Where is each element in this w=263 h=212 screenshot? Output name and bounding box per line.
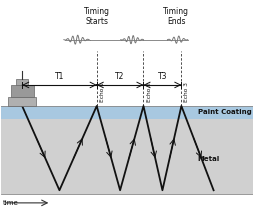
Bar <box>1 119 253 194</box>
Text: Metal: Metal <box>198 156 220 162</box>
Text: Echo 1: Echo 1 <box>100 82 105 102</box>
Text: time: time <box>3 200 19 206</box>
Bar <box>16 79 28 85</box>
Bar <box>1 106 253 119</box>
Text: Paint Coating: Paint Coating <box>198 109 251 115</box>
Text: Timing
Ends: Timing Ends <box>163 7 189 26</box>
Bar <box>11 85 34 96</box>
Text: T1: T1 <box>55 72 64 81</box>
Text: Echo 2: Echo 2 <box>146 82 151 102</box>
Text: T2: T2 <box>115 72 125 81</box>
Text: Timing
Starts: Timing Starts <box>84 7 110 26</box>
Bar <box>8 96 36 106</box>
Text: Echo 3: Echo 3 <box>184 82 189 102</box>
Text: T3: T3 <box>158 72 167 81</box>
